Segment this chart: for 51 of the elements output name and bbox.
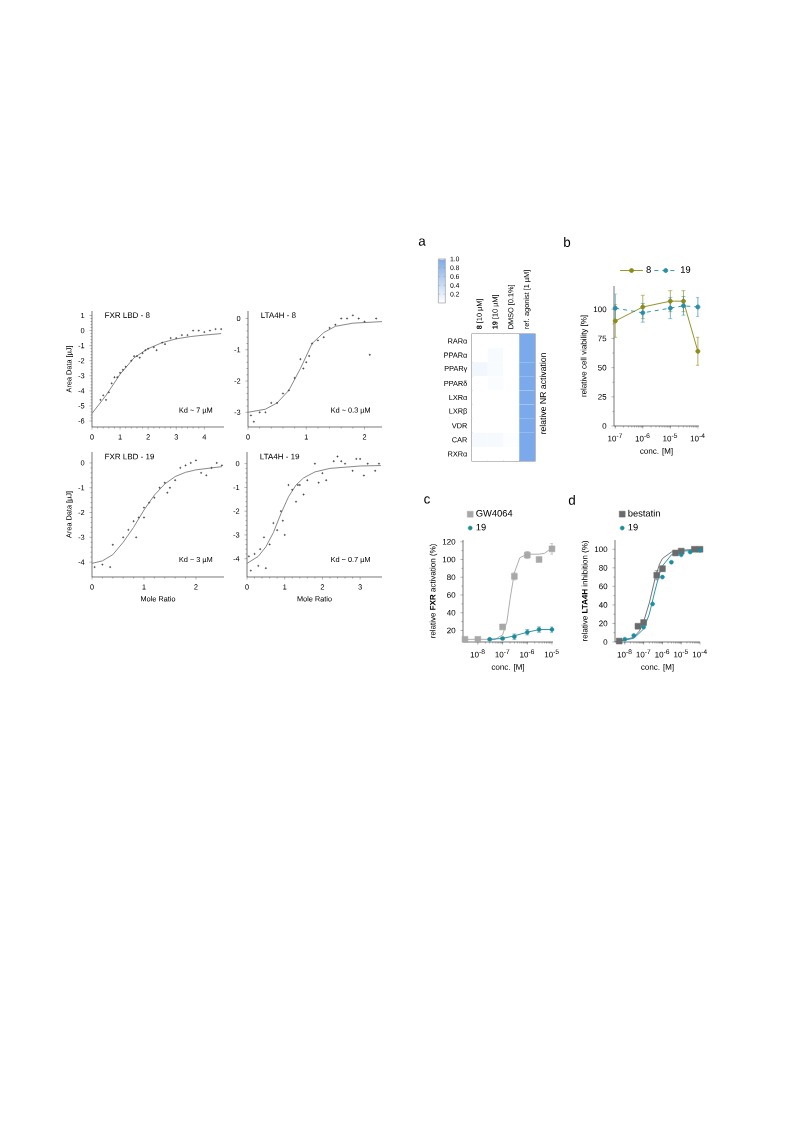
chart-title: a xyxy=(418,238,426,246)
x-tick-label: 10$^{-6}$ xyxy=(655,649,670,658)
y-axis-title: relative LTA4H inhibition (%) xyxy=(581,540,590,642)
chart-title: FXR LBD - 19 xyxy=(105,453,155,460)
y-tick-label: 20 xyxy=(599,620,608,627)
chart-title: FXR LBD - 8 xyxy=(105,312,150,319)
legend-label: 19 xyxy=(680,266,691,273)
x-tick-label: 10$^{-7}$ xyxy=(608,433,622,442)
x-tick-label: 10$^{-7}$ xyxy=(495,649,510,658)
legend-label: bestatin xyxy=(628,509,660,517)
y-tick-label: 60 xyxy=(599,583,608,590)
y-tick-label: 40 xyxy=(446,609,456,616)
chart-title: d xyxy=(568,495,575,505)
x-axis-title: conc. [M] xyxy=(640,447,673,456)
y-tick-label: 75 xyxy=(598,335,607,342)
legend-label: 8 xyxy=(646,266,651,273)
y-axis-title: relative cell viability [%] xyxy=(580,315,589,397)
x-tick-label: 10$^{-5}$ xyxy=(674,649,689,658)
legend-label: GW4064 xyxy=(476,510,513,517)
x-tick-label: 10$^{-6}$ xyxy=(520,649,535,658)
x-axis-title: conc. [M] xyxy=(641,663,674,672)
chart-title: LTA4H - 19 xyxy=(260,453,300,460)
legend-label: 19 xyxy=(628,523,638,531)
y-tick-label: 0 xyxy=(603,639,608,645)
y-tick-label: 25 xyxy=(598,394,607,400)
legend-label: 19 xyxy=(476,523,486,531)
y-tick-label: 80 xyxy=(599,564,608,571)
y-tick-label: 40 xyxy=(598,602,608,608)
y-tick-label: 100 xyxy=(442,556,456,563)
x-axis-title: conc. [M] xyxy=(491,663,525,672)
y-axis-title: relative FXR activation (%) xyxy=(429,544,438,638)
x-tick-label: 10$^{-8}$ xyxy=(617,649,632,658)
x-tick-label: 10$^{-5}$ xyxy=(544,649,559,658)
x-tick-label: 10$^{-7}$ xyxy=(636,649,651,658)
y-tick-label: 100 xyxy=(594,546,608,553)
chart-title: c xyxy=(424,496,430,504)
y-tick-label: 100 xyxy=(593,306,607,313)
x-tick-label: 10$^{-5}$ xyxy=(663,433,678,442)
x-tick-label: 10$^{-6}$ xyxy=(635,433,650,442)
y-tick-label: 0 xyxy=(602,423,607,429)
x-tick-label: 10$^{-4}$ xyxy=(690,433,705,442)
x-tick-label: 10$^{-4}$ xyxy=(692,649,707,658)
y-tick-label: 50 xyxy=(598,364,607,371)
y-tick-label: 80 xyxy=(447,574,456,581)
y-tick-label: 20 xyxy=(447,627,456,634)
x-tick-label: 10$^{-8}$ xyxy=(470,649,485,658)
color-bar-title: relative NR activation xyxy=(539,353,547,434)
chart-title: b xyxy=(564,237,571,247)
chart-title: LTA4H - 8 xyxy=(261,312,296,319)
y-tick-label: 60 xyxy=(447,592,456,598)
y-tick-label: 120 xyxy=(442,538,456,545)
